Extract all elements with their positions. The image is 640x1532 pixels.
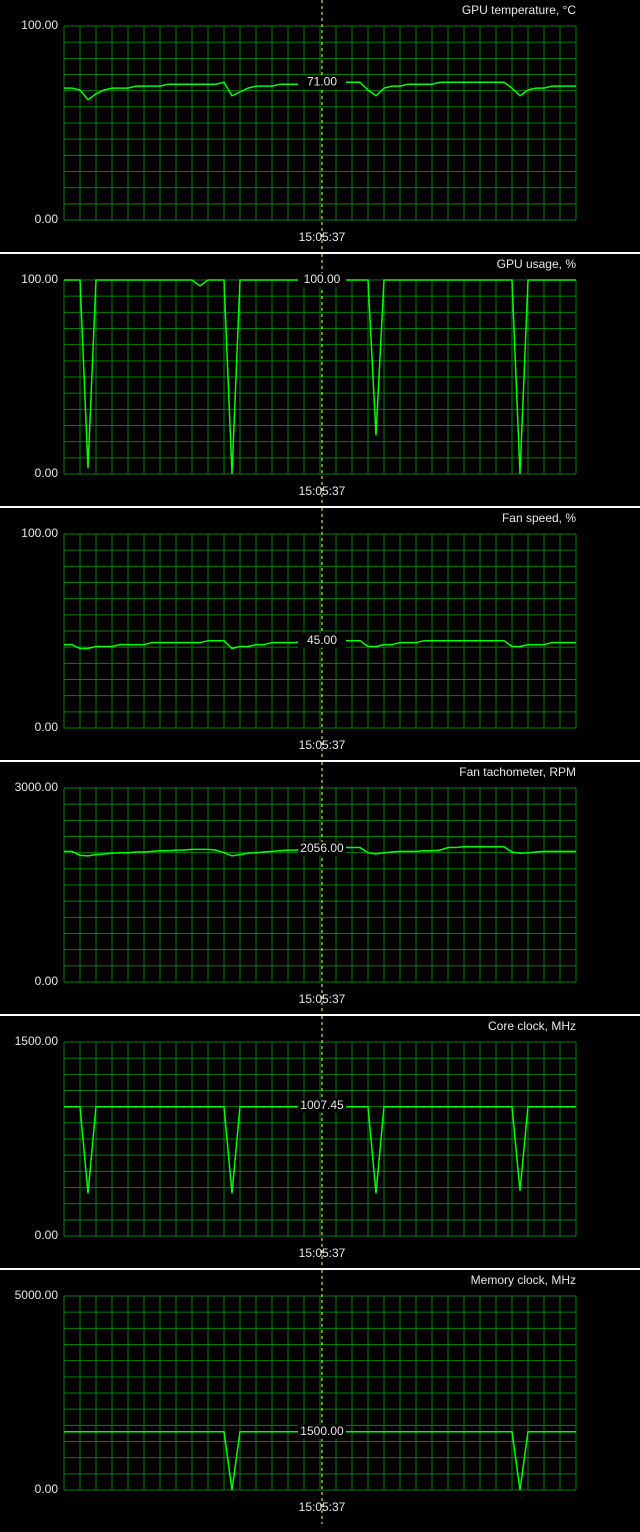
cursor-time: 15:05:37 — [299, 1500, 346, 1514]
cursor-value: 1500.00 — [300, 1424, 344, 1438]
y-tick-label: 0.00 — [35, 212, 59, 226]
cursor-time: 15:05:37 — [299, 230, 346, 244]
panel: 0.00 100.00 GPU temperature, °C 71.00 15:05:… — [21, 0, 577, 254]
y-tick-label: 5000.00 — [15, 1288, 59, 1302]
cursor-value: 71.00 — [307, 74, 337, 88]
cursor-label-bg — [298, 1424, 346, 1439]
cursor-label-bg — [298, 75, 346, 90]
cursor-value: 1007.45 — [300, 1098, 344, 1112]
y-tick-label: 0.00 — [35, 1482, 59, 1496]
cursor-label-bg — [298, 273, 346, 287]
panel: 0.00 3000.00 Fan tachometer, RPM 2056.00 15:… — [0, 760, 640, 1016]
chart-title: Core clock, MHz — [488, 1019, 576, 1033]
cursor-value: 2056.00 — [300, 841, 344, 855]
panel: 0.00 1500.00 Core clock, MHz 1007.45 15:05:3… — [0, 1014, 640, 1270]
y-tick-label: 100.00 — [21, 272, 58, 286]
y-tick-label: 0.00 — [35, 720, 59, 734]
y-tick-label: 0.00 — [35, 466, 59, 480]
cursor-label-bg — [298, 842, 346, 857]
y-tick-label: 3000.00 — [15, 780, 59, 794]
chart-title: Memory clock, MHz — [471, 1273, 576, 1287]
cursor-time: 15:05:37 — [299, 484, 346, 498]
cursor-label-bg — [298, 633, 346, 648]
y-tick-label: 100.00 — [21, 526, 58, 540]
cursor-time: 15:05:37 — [299, 738, 346, 752]
y-tick-label: 1500.00 — [15, 1034, 59, 1048]
cursor-value: 100.00 — [304, 272, 341, 286]
cursor-time: 15:05:37 — [299, 1246, 346, 1260]
cursor-label-bg — [298, 1098, 346, 1113]
cursor-time: 15:05:37 — [299, 992, 346, 1006]
panel: 0.00 100.00 GPU usage, % 100.00 15:05:37 — [0, 252, 640, 508]
chart-title: Fan tachometer, RPM — [459, 765, 576, 779]
chart-title: GPU temperature, °C — [462, 3, 577, 17]
y-tick-label: 0.00 — [35, 974, 59, 988]
chart-title: Fan speed, % — [502, 511, 576, 525]
chart-title: GPU usage, % — [497, 257, 577, 271]
cursor-value: 45.00 — [307, 633, 337, 647]
panel: 0.00 100.00 Fan speed, % 45.00 15:05:37 — [0, 506, 640, 762]
panel: 0.00 5000.00 Memory clock, MHz 1500.00 15:05… — [0, 1268, 640, 1524]
y-tick-label: 100.00 — [21, 18, 58, 32]
y-tick-label: 0.00 — [35, 1228, 59, 1242]
